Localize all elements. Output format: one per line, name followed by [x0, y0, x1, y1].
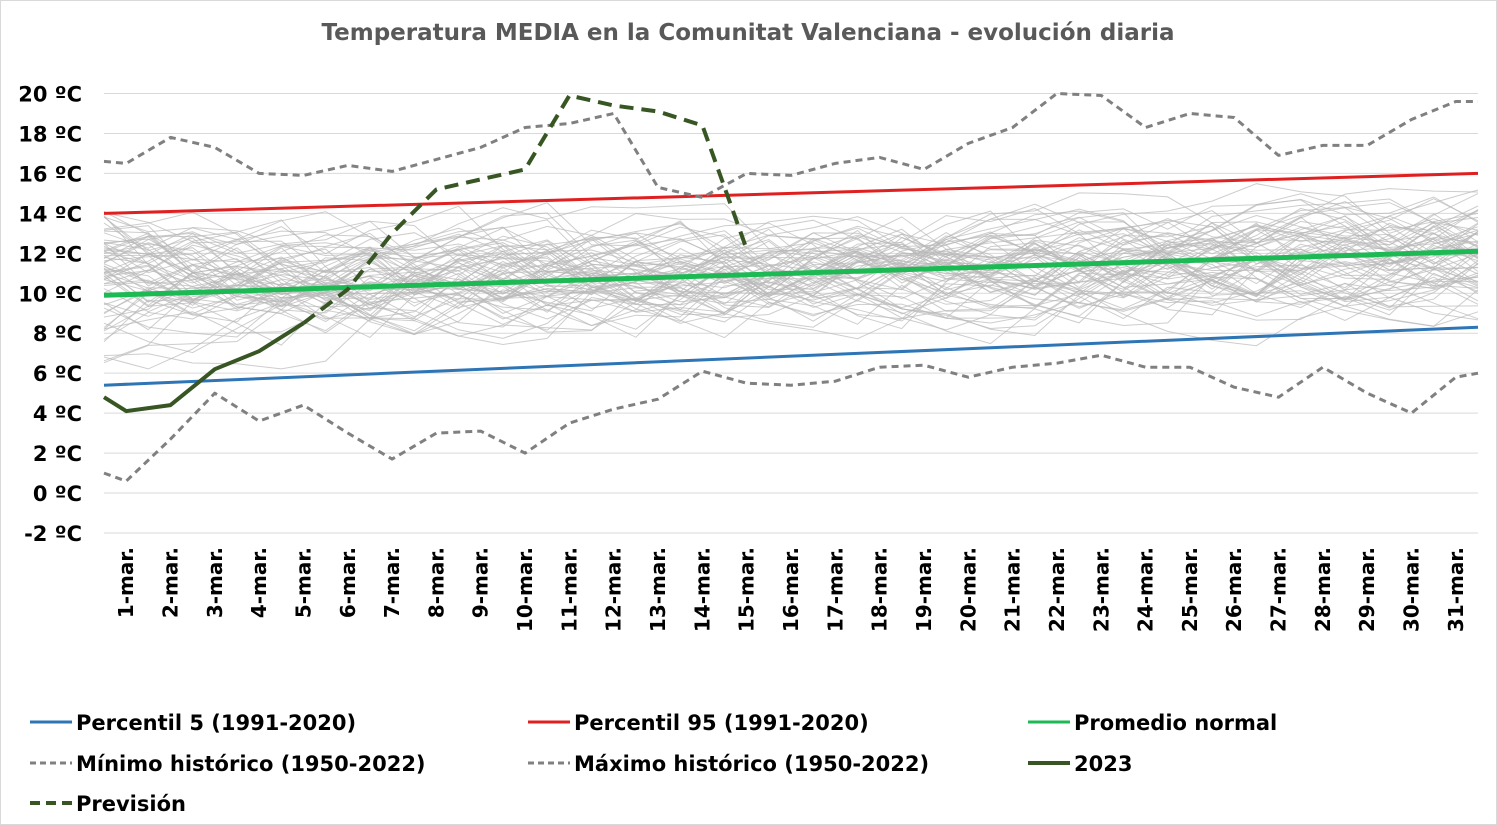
x-tick-label: 21-mar. — [1001, 547, 1025, 632]
x-tick-label: 2-mar. — [158, 547, 182, 618]
x-tick-label: 22-mar. — [1045, 547, 1069, 632]
historical-year-line — [103, 226, 1479, 315]
historical-year-line — [103, 216, 1479, 324]
chart-title: Temperatura MEDIA en la Comunitat Valenc… — [322, 20, 1175, 46]
x-tick-label: 15-mar. — [735, 547, 759, 632]
legend: Percentil 5 (1991-2020) Percentil 95 (199… — [30, 711, 1277, 816]
gridlines — [104, 93, 1478, 534]
historical-years-lines — [103, 183, 1479, 370]
historical-year-line — [103, 226, 1479, 330]
series-line-promedio-normal — [103, 248, 1479, 298]
legend-label: Percentil 5 (1991-2020) — [76, 711, 356, 735]
y-tick-label: 0 ºC — [33, 482, 82, 506]
x-tick-label: 7-mar. — [380, 547, 404, 618]
historical-year-line — [103, 258, 1479, 370]
x-tick-label: 23-mar. — [1089, 547, 1113, 632]
y-tick-label: 14 ºC — [18, 202, 82, 226]
x-tick-label: 18-mar. — [868, 547, 892, 632]
series-line-percentil-95-1991-2020- — [103, 171, 1479, 215]
x-tick-label: 25-mar. — [1178, 547, 1202, 632]
legend-label: Mínimo histórico (1950-2022) — [76, 752, 426, 776]
x-tick-label: 24-mar. — [1134, 547, 1158, 632]
historical-year-line — [103, 192, 1479, 311]
x-tick-label: 13-mar. — [646, 547, 670, 632]
x-tick-label: 28-mar. — [1311, 547, 1335, 632]
y-tick-label: 8 ºC — [33, 322, 82, 346]
x-tick-label: 6-mar. — [336, 547, 360, 618]
y-tick-label: 12 ºC — [18, 242, 82, 266]
historical-year-line — [103, 198, 1479, 295]
y-axis-ticks: -2 ºC 0 ºC 2 ºC 4 ºC 6 ºC 8 ºC 10 ºC 12 ºC 14 ºC… — [18, 83, 82, 547]
x-tick-label: 1-mar. — [114, 547, 138, 618]
x-tick-label: 29-mar. — [1355, 547, 1379, 632]
y-tick-label: 2 ºC — [33, 442, 82, 466]
y-tick-label: -2 ºC — [24, 522, 82, 546]
historical-year-line — [103, 229, 1479, 332]
y-tick-label: 10 ºC — [18, 282, 82, 306]
legend-label: Máximo histórico (1950-2022) — [574, 752, 929, 776]
legend-label: 2023 — [1074, 752, 1132, 776]
historical-year-line — [103, 193, 1479, 325]
x-tick-label: 8-mar. — [424, 547, 448, 618]
series-line-previsi-n — [302, 93, 749, 325]
historical-year-line — [103, 202, 1479, 354]
x-tick-label: 10-mar. — [513, 547, 537, 632]
historical-year-line — [103, 211, 1479, 321]
x-tick-label: 4-mar. — [247, 547, 271, 618]
historical-year-line — [103, 217, 1479, 312]
series-line-m-nimo-hist-rico-1950-2022- — [103, 353, 1479, 483]
x-tick-label: 20-mar. — [956, 547, 980, 632]
x-tick-label: 16-mar. — [779, 547, 803, 632]
x-tick-label: 19-mar. — [912, 547, 936, 632]
y-tick-label: 18 ºC — [18, 122, 82, 146]
x-tick-label: 30-mar. — [1400, 547, 1424, 632]
y-tick-label: 16 ºC — [18, 162, 82, 186]
legend-label: Percentil 95 (1991-2020) — [574, 711, 869, 735]
historical-year-line — [103, 243, 1479, 305]
historical-year-line — [103, 205, 1479, 364]
x-tick-label: 11-mar. — [557, 547, 581, 632]
legend-label: Promedio normal — [1074, 711, 1277, 735]
historical-year-line — [103, 248, 1479, 346]
historical-year-line — [103, 219, 1479, 322]
series-line-m-ximo-hist-rico-1950-2022- — [103, 92, 1478, 199]
y-tick-label: 4 ºC — [33, 402, 82, 426]
x-tick-label: 26-mar. — [1222, 547, 1246, 632]
legend-label: Previsión — [76, 792, 186, 816]
historical-year-line — [103, 234, 1479, 316]
x-tick-label: 17-mar. — [823, 547, 847, 632]
series-line-2023 — [102, 321, 305, 414]
x-tick-label: 9-mar. — [469, 547, 493, 618]
y-tick-label: 6 ºC — [33, 362, 82, 386]
x-tick-label: 5-mar. — [291, 547, 315, 618]
historical-year-line — [103, 212, 1479, 343]
series-lines — [102, 92, 1479, 483]
series-line-percentil-5-1991-2020- — [103, 325, 1479, 387]
x-tick-label: 3-mar. — [203, 547, 227, 618]
historical-year-line — [103, 198, 1479, 319]
historical-year-line — [103, 225, 1479, 338]
x-tick-label: 14-mar. — [690, 547, 714, 632]
historical-year-line — [103, 199, 1479, 289]
x-axis-ticks: 1-mar. 2-mar. 3-mar. 4-mar. 5-mar. 6-mar. 7-ma… — [114, 547, 1468, 632]
y-tick-label: 20 ºC — [18, 83, 82, 107]
x-tick-label: 31-mar. — [1444, 547, 1468, 632]
historical-year-line — [103, 188, 1479, 337]
historical-year-line — [103, 193, 1479, 312]
x-tick-label: 27-mar. — [1267, 547, 1291, 632]
x-tick-label: 12-mar. — [602, 547, 626, 632]
